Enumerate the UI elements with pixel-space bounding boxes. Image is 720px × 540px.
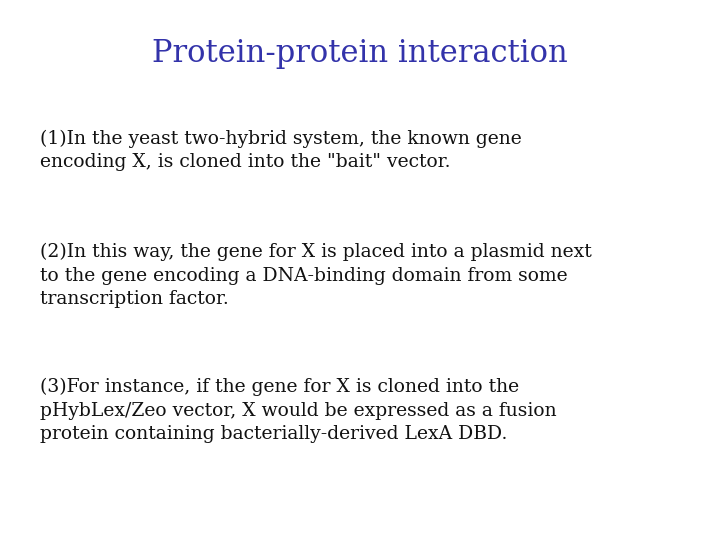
- Text: (1)In the yeast two-hybrid system, the known gene
encoding X, is cloned into the: (1)In the yeast two-hybrid system, the k…: [40, 130, 521, 172]
- Text: (2)In this way, the gene for X is placed into a plasmid next
to the gene encodin: (2)In this way, the gene for X is placed…: [40, 243, 591, 308]
- Text: (3)For instance, if the gene for X is cloned into the
pHybLex/Zeo vector, X woul: (3)For instance, if the gene for X is cl…: [40, 378, 557, 443]
- Text: Protein-protein interaction: Protein-protein interaction: [152, 38, 568, 69]
